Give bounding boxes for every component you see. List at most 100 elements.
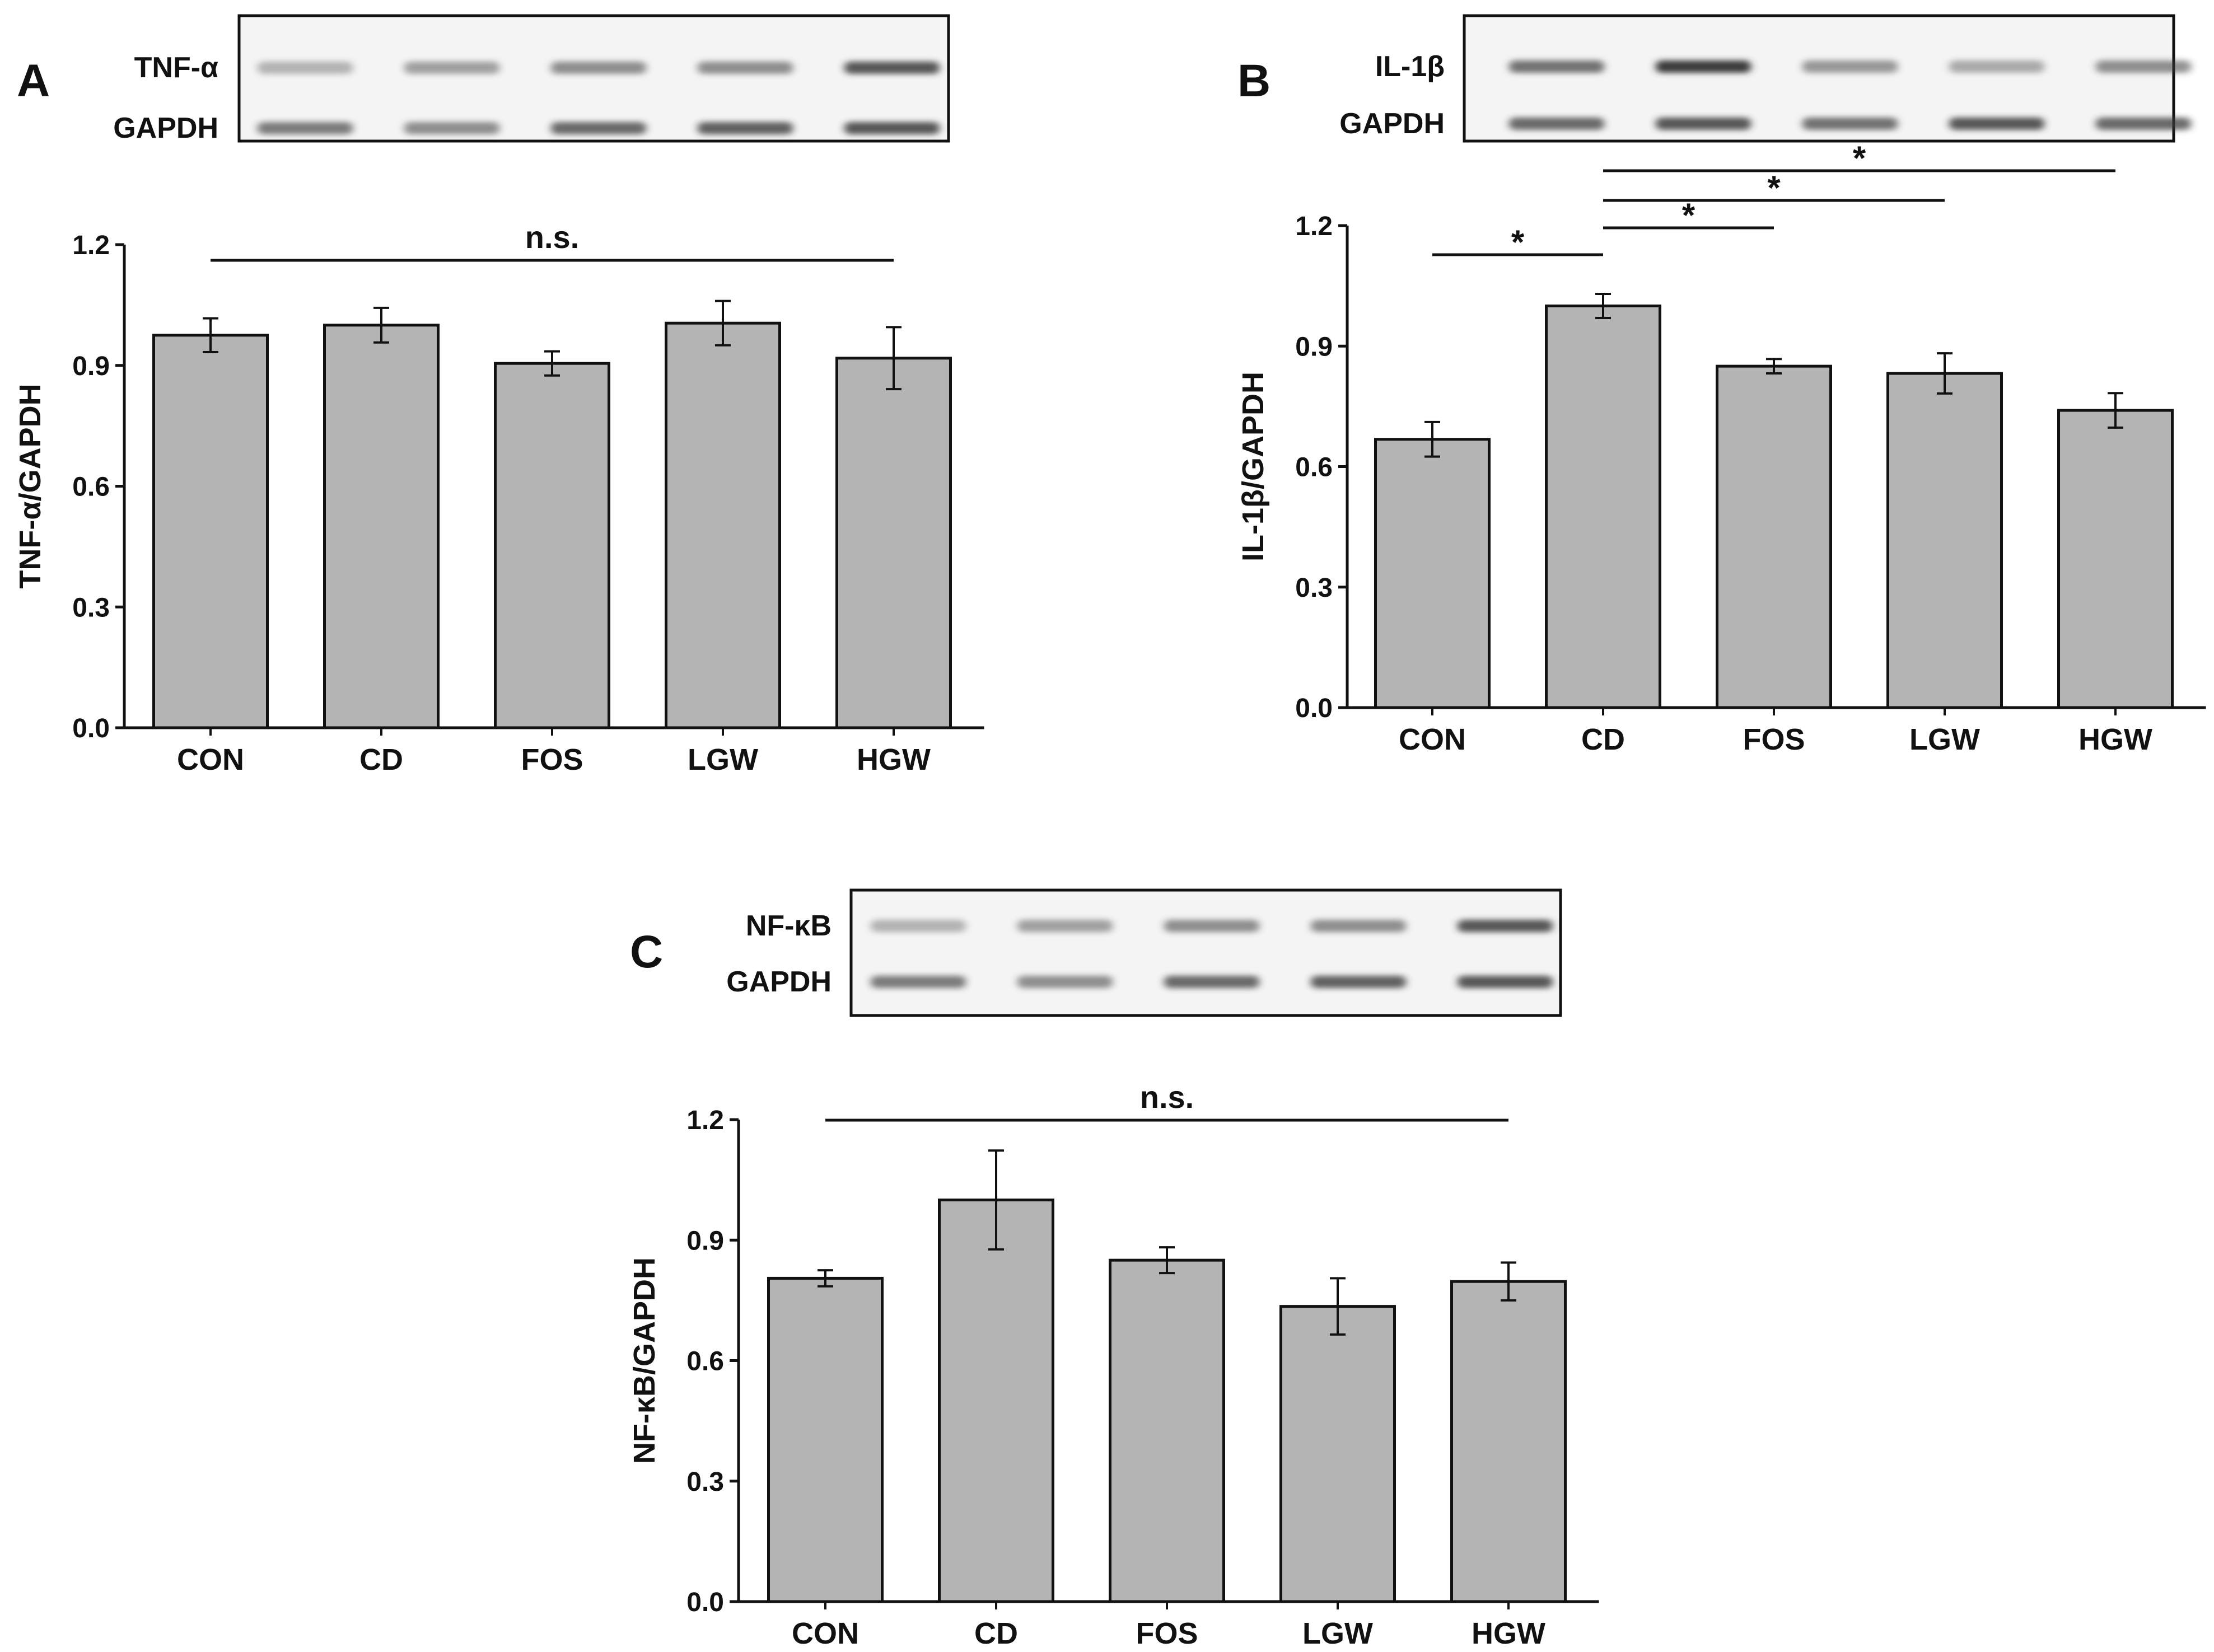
x-tick-label: CD: [974, 1617, 1018, 1650]
bar: [2057, 409, 2174, 709]
bar: [767, 1276, 884, 1603]
blot-label: GAPDH: [113, 112, 218, 144]
blot-label: NF-κB: [746, 910, 832, 942]
y-tick-label: 0.0: [686, 1588, 724, 1617]
x-tick-label: CON: [1399, 723, 1466, 756]
bar: [1109, 1258, 1225, 1603]
blot-band: [551, 62, 646, 74]
blot-band: [1802, 118, 1898, 130]
significance-label: *: [1682, 196, 1695, 234]
y-tick-label: 0.6: [72, 472, 110, 502]
x-tick-label: FOS: [521, 743, 583, 776]
y-tick-label: 0.9: [1295, 332, 1333, 362]
bar: [1716, 364, 1832, 709]
y-tick-label: 0.3: [686, 1467, 724, 1497]
blot-frame: [237, 14, 950, 143]
blot-band: [844, 122, 940, 134]
bar: [938, 1199, 1054, 1603]
blot-label: TNF-α: [134, 52, 218, 84]
panel-b: B IL-1β GAPDH 0.0 0.3 0.6 0.9 1.2 IL-1β/GAPDH CON…: [1236, 14, 2206, 756]
y-tick-label: 0.6: [1295, 453, 1333, 483]
blot-band: [2096, 60, 2191, 73]
blot-label: IL-1β: [1375, 50, 1445, 83]
bar: [1450, 1280, 1567, 1603]
significance-label: *: [1853, 139, 1866, 177]
y-tick-label: 1.2: [1295, 212, 1333, 241]
y-tick-label: 1.2: [72, 231, 110, 260]
x-tick-label: CD: [1581, 723, 1625, 756]
y-axis-title: NF-κB/GAPDH: [628, 1257, 661, 1464]
blot-band: [1458, 976, 1553, 988]
bar: [1279, 1305, 1396, 1603]
blot-band: [258, 62, 353, 74]
blot-band: [844, 62, 940, 74]
western-blot: IL-1β GAPDH: [1339, 14, 2191, 143]
blot-label: GAPDH: [726, 966, 832, 998]
blot-band: [698, 122, 793, 134]
blot-band: [1311, 976, 1406, 988]
blot-band: [1509, 60, 1604, 73]
blot-band: [1509, 118, 1604, 130]
blot-band: [1017, 976, 1113, 988]
panel-c: C NF-κB GAPDH 0.0 0.3 0.6 0.9 1.2 NF-κB/GAPDH CON…: [628, 888, 1599, 1650]
blot-band: [2096, 118, 2191, 130]
significance-label: n.s.: [525, 219, 579, 255]
bar: [152, 334, 269, 729]
blot-band: [258, 122, 353, 134]
blot-band: [1802, 60, 1898, 73]
y-tick-label: 0.6: [686, 1347, 724, 1377]
blot-band: [871, 976, 966, 988]
panel-letter: B: [1237, 55, 1271, 106]
panel-letter: A: [17, 55, 50, 106]
bar: [1545, 305, 1661, 709]
significance-label: *: [1767, 169, 1781, 207]
blot-band: [1949, 60, 2044, 73]
x-tick-label: FOS: [1743, 723, 1805, 756]
y-axis-title: TNF-α/GAPDH: [13, 383, 47, 588]
x-tick-label: HGW: [2078, 723, 2152, 756]
y-tick-label: 1.2: [686, 1106, 724, 1135]
significance-label: n.s.: [1140, 1079, 1194, 1115]
blot-band: [698, 62, 793, 74]
blot-band: [1164, 976, 1259, 988]
significance-label: *: [1511, 223, 1525, 261]
western-blot: NF-κB GAPDH: [726, 888, 1562, 1017]
y-tick-label: 0.9: [686, 1226, 724, 1256]
bar: [323, 324, 440, 729]
y-tick-label: 0.0: [1295, 694, 1333, 723]
bar: [494, 362, 610, 729]
blot-band: [1949, 118, 2044, 130]
blot-band: [404, 62, 499, 74]
western-blot: TNF-α GAPDH: [113, 14, 950, 144]
x-tick-label: FOS: [1136, 1617, 1198, 1650]
blot-band: [1656, 118, 1751, 130]
blot-band: [1164, 920, 1259, 932]
blot-band: [871, 920, 966, 932]
blot-band: [1458, 920, 1553, 932]
x-tick-label: CD: [359, 743, 403, 776]
bar: [1374, 438, 1491, 709]
blot-frame: [849, 888, 1562, 1017]
x-tick-label: CON: [177, 743, 244, 776]
x-tick-label: CON: [792, 1617, 859, 1650]
x-tick-label: HGW: [1472, 1617, 1545, 1650]
x-tick-label: LGW: [1909, 723, 1980, 756]
bar: [1886, 372, 2003, 709]
panel-letter: C: [630, 926, 663, 977]
y-tick-label: 0.3: [1295, 573, 1333, 603]
panel-a: A TNF-α GAPDH 0.0 0.3 0.6 0.9 1.2 TNF-α/GAPDH CON…: [13, 14, 984, 776]
y-axis-title: IL-1β/GAPDH: [1236, 372, 1270, 561]
panels-container: A TNF-α GAPDH 0.0 0.3 0.6 0.9 1.2 TNF-α/GAPDH CON…: [13, 14, 2206, 1650]
x-tick-label: LGW: [1302, 1617, 1373, 1650]
blot-band: [404, 122, 499, 134]
blot-band: [1656, 60, 1751, 73]
y-tick-label: 0.3: [72, 593, 110, 623]
blot-band: [1017, 920, 1113, 932]
y-tick-label: 0.0: [72, 714, 110, 743]
blot-label: GAPDH: [1339, 107, 1445, 140]
blot-band: [551, 122, 646, 134]
x-tick-label: HGW: [857, 743, 931, 776]
bar: [835, 357, 952, 729]
bar: [665, 321, 781, 729]
